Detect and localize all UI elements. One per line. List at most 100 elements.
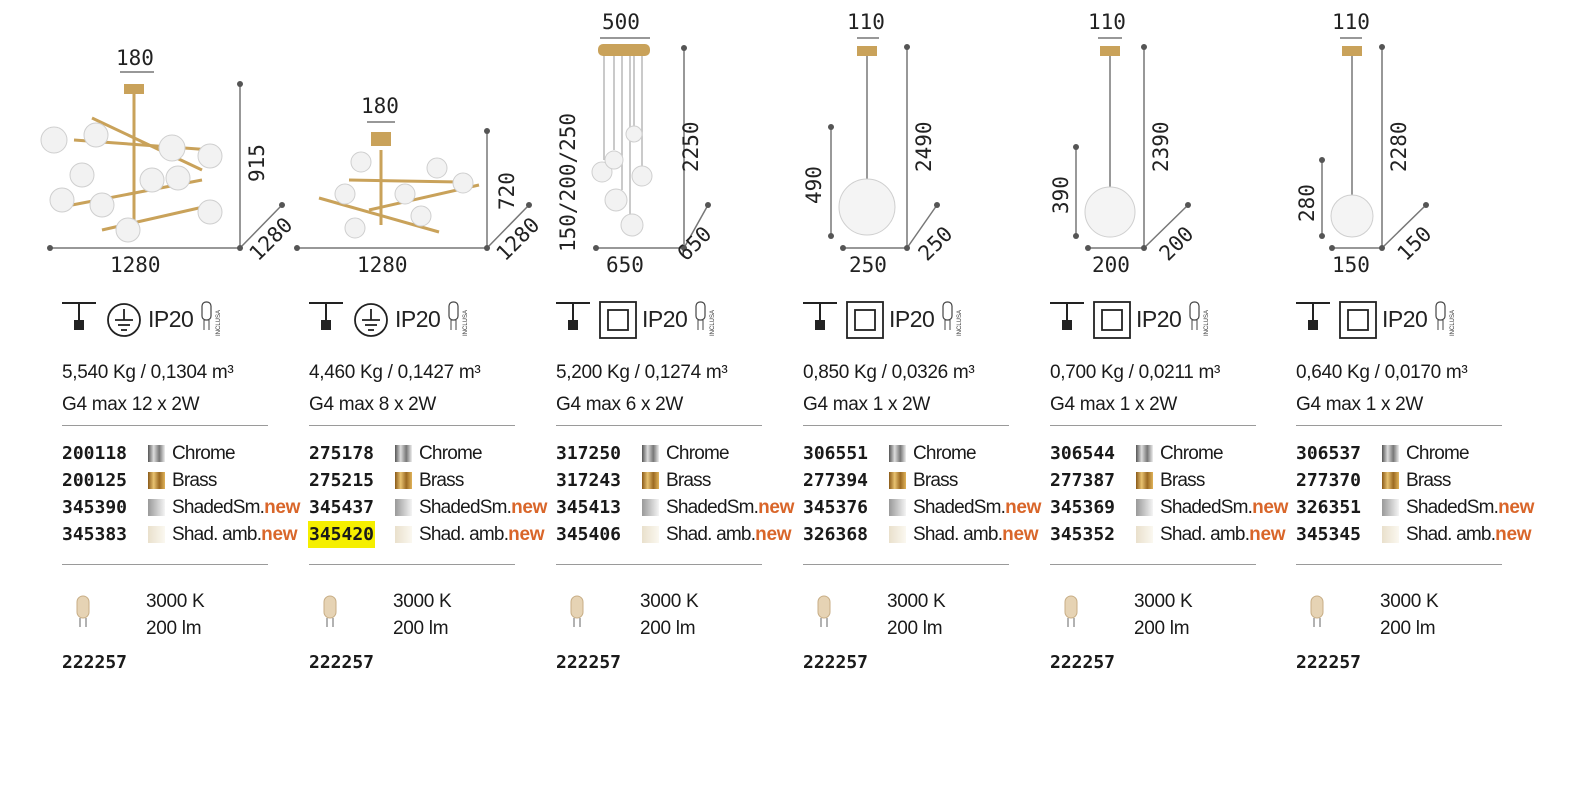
variant-row: 345420 Shad. amb.new [308, 521, 559, 548]
dim-drop: 390 [1049, 176, 1073, 214]
bulb-specs: 3000 K 200 lm [640, 588, 699, 642]
dim-height: 720 [495, 172, 519, 210]
new-badge: new [1495, 524, 1532, 545]
product-code: 275178 [309, 443, 375, 464]
lamp-spec: G4 max 12 x 2W [62, 394, 200, 415]
suspension-icon [1050, 302, 1084, 330]
finish-name: ShadedSm.new [666, 497, 795, 518]
product-code: 317243 [556, 470, 622, 491]
product-code: 345352 [1050, 524, 1116, 545]
highlighted-product-code: 345420 [308, 521, 376, 548]
product-code: 277370 [1296, 470, 1362, 491]
color-temperature: 3000 K [887, 591, 946, 612]
technical-drawing: 500 2250 150/200/250 650 650 [556, 0, 803, 285]
luminous-flux: 200 lm [393, 618, 449, 639]
bulb-code: 222257 [1296, 652, 1362, 673]
icon-strip: INCLUSA [62, 301, 222, 337]
luminous-flux: 200 lm [887, 618, 943, 639]
product-code: 200118 [62, 443, 128, 464]
bulb-code: 222257 [556, 652, 622, 673]
product-code: 345437 [309, 497, 375, 518]
g4-bulb-icon [1310, 595, 1324, 627]
g4-bulb-icon [570, 595, 584, 627]
product-column: 110 2390 390 200 200 INCLUSA IP20 0,700 … [1049, 0, 1300, 786]
bulb-code: 222257 [62, 652, 128, 673]
new-badge: new [264, 497, 301, 518]
dim-depth: 150 [1393, 222, 1437, 266]
bulb-included-label: INCLUSA [1204, 310, 1210, 336]
product-code: 306537 [1296, 443, 1362, 464]
product-code: 306544 [1050, 443, 1116, 464]
product-code: 345345 [1296, 524, 1362, 545]
weight-volume: 5,540 Kg / 0,1304 m³ [62, 362, 234, 383]
finish-name: ShadedSm.new [419, 497, 548, 518]
variant-list: 306544 Chrome 277387 Brass 345369 Shaded… [1050, 440, 1300, 548]
dim-top: 180 [361, 94, 399, 118]
finish-name: Brass [172, 470, 217, 491]
color-temperature: 3000 K [1134, 591, 1193, 612]
dim-height: 2490 [912, 121, 936, 172]
drawing-svg: 180 720 1280 1280 [294, 94, 544, 277]
bulb-included-label: INCLUSA [710, 310, 716, 336]
variant-row: 345345 Shad. amb.new [1296, 521, 1546, 548]
bulb-specs: 3000 K 200 lm [393, 588, 452, 642]
chrome-swatch [889, 445, 906, 462]
ip-rating: IP20 [889, 306, 935, 332]
bulb-specs: 3000 K 200 lm [887, 588, 946, 642]
variant-row: 326351 ShadedSm.new [1296, 494, 1546, 521]
divider [62, 425, 268, 426]
brass-swatch [148, 472, 165, 489]
variant-row: 345376 ShadedSm.new [803, 494, 1053, 521]
ip-rating: IP20 [1136, 306, 1182, 332]
shaded-amber-swatch [1136, 526, 1153, 543]
weight-volume: 4,460 Kg / 0,1427 m³ [309, 362, 481, 383]
new-badge: new [261, 524, 298, 545]
icon-strip: INCLUSA [556, 301, 716, 339]
variant-row: 326368 Shad. amb.new [803, 521, 1053, 548]
divider [556, 425, 762, 426]
finish-name: Brass [666, 470, 711, 491]
variant-row: 345352 Shad. amb.new [1050, 521, 1300, 548]
dim-width: 1280 [110, 253, 161, 277]
technical-drawing: 110 2490 490 250 250 [802, 0, 1050, 285]
new-badge: new [1005, 497, 1042, 518]
divider [1296, 425, 1502, 426]
bulb-specs: 3000 K 200 lm [1380, 588, 1439, 642]
variant-list: 200118 Chrome 200125 Brass 345390 Shaded… [62, 440, 312, 548]
finish-name: Shad. amb.new [172, 524, 298, 545]
weight-volume: 0,700 Kg / 0,0211 m³ [1050, 362, 1221, 383]
dim-depth: 200 [1155, 222, 1199, 266]
weight-volume: 5,200 Kg / 0,1274 m³ [556, 362, 728, 383]
dim-height: 915 [245, 144, 269, 182]
variant-row: 306544 Chrome [1050, 440, 1300, 467]
product-code: 326368 [803, 524, 869, 545]
finish-name: Shad. amb.new [1406, 524, 1532, 545]
shaded-amber-swatch [642, 526, 659, 543]
luminous-flux: 200 lm [1134, 618, 1190, 639]
variant-row: 345437 ShadedSm.new [309, 494, 559, 521]
product-code: 345376 [803, 497, 869, 518]
shaded-smoky-swatch [1136, 499, 1153, 516]
product-column: 110 2490 490 250 250 INCLUSA IP20 0,850 … [802, 0, 1053, 786]
divider [803, 425, 1009, 426]
bulb-included-icon: INCLUSA [1189, 301, 1210, 336]
suspension-icon [309, 302, 343, 330]
dim-height: 2250 [679, 121, 703, 172]
divider [309, 425, 515, 426]
ip-rating: IP20 [395, 306, 441, 332]
shaded-smoky-swatch [148, 499, 165, 516]
variant-row: 275215 Brass [309, 467, 559, 494]
suspension-icon [803, 302, 837, 330]
double-insulation-class-ii-icon [1339, 301, 1377, 339]
new-badge: new [755, 524, 792, 545]
bulb-included-icon: INCLUSA [201, 301, 222, 336]
finish-name: Chrome [419, 443, 483, 464]
g4-bulb-icon [323, 595, 337, 627]
product-code: 345413 [556, 497, 622, 518]
new-badge: new [511, 497, 548, 518]
dim-top: 110 [847, 10, 885, 34]
chrome-swatch [642, 445, 659, 462]
product-code: 306551 [803, 443, 869, 464]
shaded-smoky-swatch [395, 499, 412, 516]
chrome-swatch [148, 445, 165, 462]
